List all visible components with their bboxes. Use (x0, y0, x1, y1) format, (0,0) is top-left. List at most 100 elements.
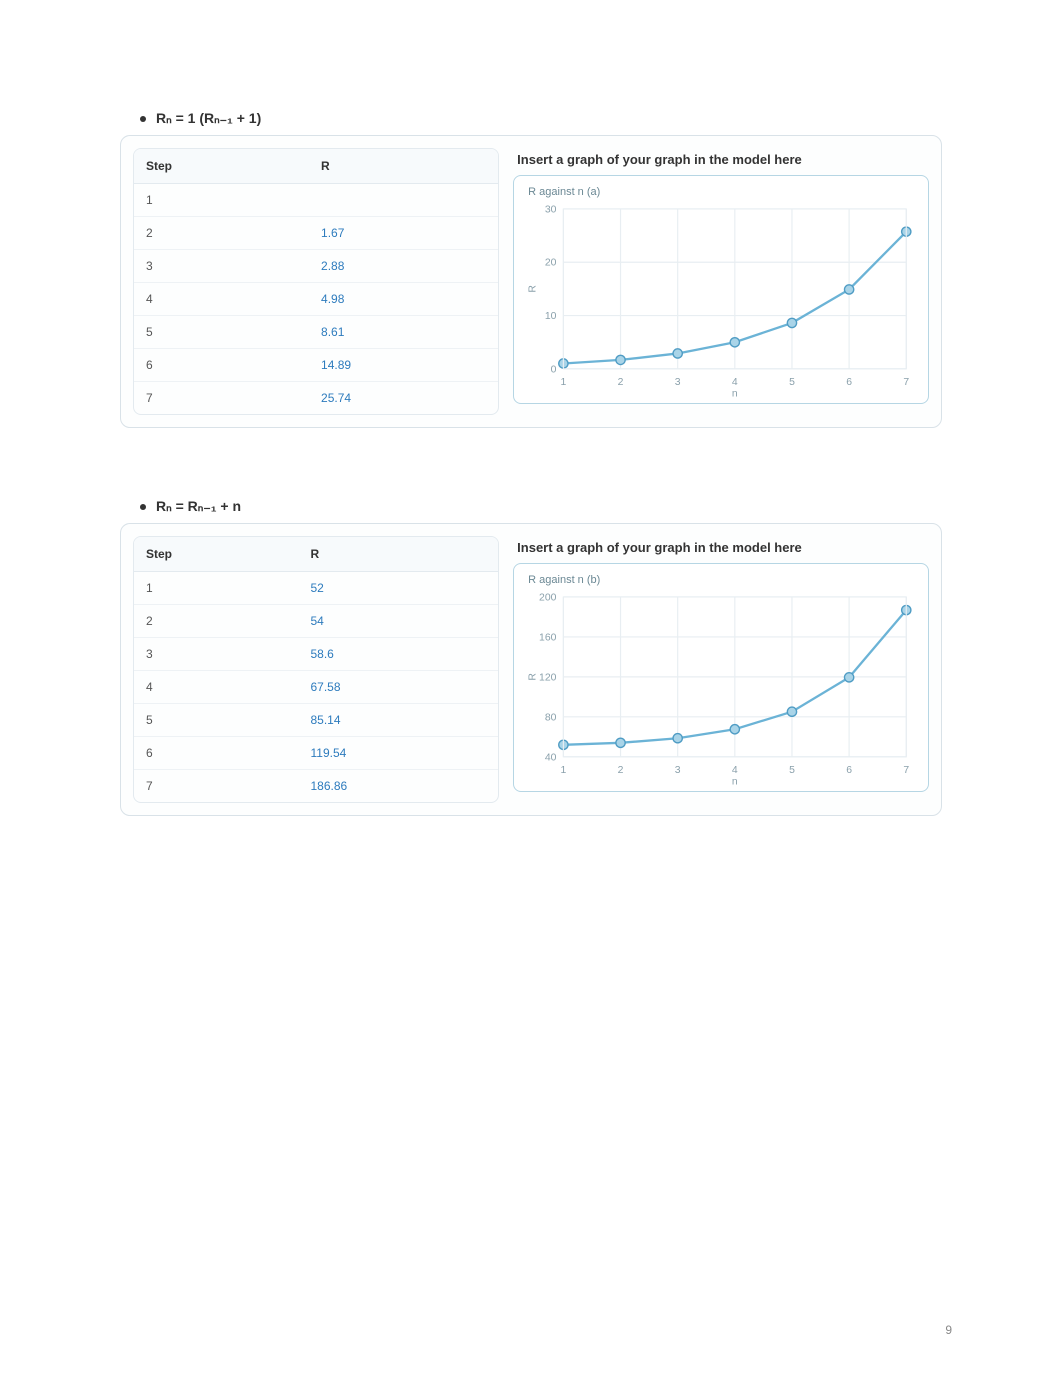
value-link[interactable]: 85.14 (311, 713, 341, 727)
svg-text:120: 120 (539, 672, 557, 683)
cell-step: 2 (134, 605, 299, 638)
svg-text:6: 6 (846, 765, 852, 776)
svg-text:5: 5 (789, 765, 795, 776)
value-link[interactable]: 54 (311, 614, 324, 628)
section-2-table-wrap: Step R 152254358.6467.58585.146119.54718… (133, 536, 499, 803)
value-link[interactable]: 67.58 (311, 680, 341, 694)
value-link[interactable]: 1.67 (321, 226, 344, 240)
section-1-heading-text: Rₙ = 1 (Rₙ₋₁ + 1) (156, 110, 261, 127)
value-link[interactable]: 186.86 (311, 779, 348, 793)
value-link[interactable]: 14.89 (321, 358, 351, 372)
cell-value[interactable]: 85.14 (299, 704, 499, 737)
section-2-panel: Step R 152254358.6467.58585.146119.54718… (120, 523, 942, 816)
svg-text:R: R (528, 285, 539, 293)
cell-step: 7 (134, 382, 309, 415)
section-1-heading: Rₙ = 1 (Rₙ₋₁ + 1) (140, 110, 942, 127)
th-r: R (309, 149, 498, 184)
svg-text:n: n (732, 389, 738, 399)
cell-value[interactable]: 14.89 (309, 349, 498, 382)
cell-value[interactable]: 52 (299, 572, 499, 605)
svg-text:0: 0 (551, 364, 557, 375)
section-2-chart-title: Insert a graph of your graph in the mode… (517, 540, 925, 555)
section-1-table: Step R 121.6732.8844.9858.61614.89725.74 (134, 149, 498, 414)
cell-value[interactable]: 58.6 (299, 638, 499, 671)
section-2-table: Step R 152254358.6467.58585.146119.54718… (134, 537, 498, 802)
cell-step: 5 (134, 704, 299, 737)
cell-value[interactable]: 8.61 (309, 316, 498, 349)
cell-step: 6 (134, 349, 309, 382)
value-link[interactable]: 4.98 (321, 292, 344, 306)
svg-text:2: 2 (618, 765, 624, 776)
page-number: 9 (945, 1323, 952, 1337)
section-2-heading: Rₙ = Rₙ₋₁ + n (140, 498, 942, 515)
cell-step: 2 (134, 217, 309, 250)
table-row: 32.88 (134, 250, 498, 283)
section-2-chart-col: Insert a graph of your graph in the mode… (513, 536, 929, 803)
svg-text:7: 7 (904, 377, 910, 388)
page: Rₙ = 1 (Rₙ₋₁ + 1) Step R 121.6732.8844.9… (0, 0, 1062, 1377)
value-link[interactable]: 58.6 (311, 647, 334, 661)
section-2-chart-subtitle: R against n (b) (528, 574, 918, 586)
section-2-heading-text: Rₙ = Rₙ₋₁ + n (156, 498, 241, 515)
value-link[interactable]: 8.61 (321, 325, 344, 339)
table-row: 1 52 (134, 572, 498, 605)
table-row: 7 186.86 (134, 770, 498, 803)
cell-value[interactable]: 2.88 (309, 250, 498, 283)
table-row: 585.14 (134, 704, 498, 737)
value-link[interactable]: 52 (311, 581, 324, 595)
table-row: 725.74 (134, 382, 498, 415)
section-1: Rₙ = 1 (Rₙ₋₁ + 1) Step R 121.6732.8844.9… (120, 110, 942, 428)
svg-text:4: 4 (732, 377, 738, 388)
cell-value[interactable]: 67.58 (299, 671, 499, 704)
section-1-tbody: 121.6732.8844.9858.61614.89725.74 (134, 184, 498, 415)
section-1-panel: Step R 121.6732.8844.9858.61614.89725.74… (120, 135, 942, 428)
cell-value[interactable]: 54 (299, 605, 499, 638)
section-2-tbody: 152254358.6467.58585.146119.547186.86 (134, 572, 498, 803)
svg-text:1: 1 (561, 765, 567, 776)
cell-value[interactable]: 186.86 (299, 770, 499, 803)
cell-step: 6 (134, 737, 299, 770)
svg-text:80: 80 (545, 712, 557, 723)
svg-text:200: 200 (539, 592, 557, 603)
section-2-chart-box: R against n (b) 40801201602001234567nR (513, 563, 929, 792)
svg-text:5: 5 (789, 377, 795, 388)
cell-value (309, 184, 498, 217)
th-step: Step (134, 537, 299, 572)
cell-value[interactable]: 4.98 (309, 283, 498, 316)
svg-text:6: 6 (846, 377, 852, 388)
cell-step: 4 (134, 671, 299, 704)
value-link[interactable]: 2.88 (321, 259, 344, 273)
cell-step: 3 (134, 250, 309, 283)
section-1-table-wrap: Step R 121.6732.8844.9858.61614.89725.74 (133, 148, 499, 415)
svg-text:2: 2 (618, 377, 624, 388)
cell-step: 7 (134, 770, 299, 803)
section-1-chart-box: R against n (a) 01020301234567nR (513, 175, 929, 404)
th-step: Step (134, 149, 309, 184)
svg-text:7: 7 (904, 765, 910, 776)
section-2-chart-svg: 40801201602001234567nR (524, 590, 918, 787)
cell-value[interactable]: 25.74 (309, 382, 498, 415)
svg-text:3: 3 (675, 377, 681, 388)
svg-text:n: n (732, 777, 738, 787)
cell-step: 1 (134, 572, 299, 605)
section-1-chart-col: Insert a graph of your graph in the mode… (513, 148, 929, 415)
cell-step: 4 (134, 283, 309, 316)
svg-text:30: 30 (545, 204, 557, 215)
table-row: 58.61 (134, 316, 498, 349)
value-link[interactable]: 25.74 (321, 391, 351, 405)
bullet-icon (140, 116, 146, 122)
svg-text:40: 40 (545, 752, 557, 763)
cell-value[interactable]: 1.67 (309, 217, 498, 250)
bullet-icon (140, 504, 146, 510)
svg-text:160: 160 (539, 632, 557, 643)
cell-step: 5 (134, 316, 309, 349)
table-row: 1 (134, 184, 498, 217)
svg-text:10: 10 (545, 311, 557, 322)
section-2: Rₙ = Rₙ₋₁ + n Step R 152254358.6467.5858… (120, 498, 942, 816)
cell-step: 3 (134, 638, 299, 671)
table-row: 44.98 (134, 283, 498, 316)
value-link[interactable]: 119.54 (311, 746, 347, 760)
svg-text:R: R (528, 673, 539, 681)
cell-value[interactable]: 119.54 (299, 737, 499, 770)
th-r: R (299, 537, 499, 572)
